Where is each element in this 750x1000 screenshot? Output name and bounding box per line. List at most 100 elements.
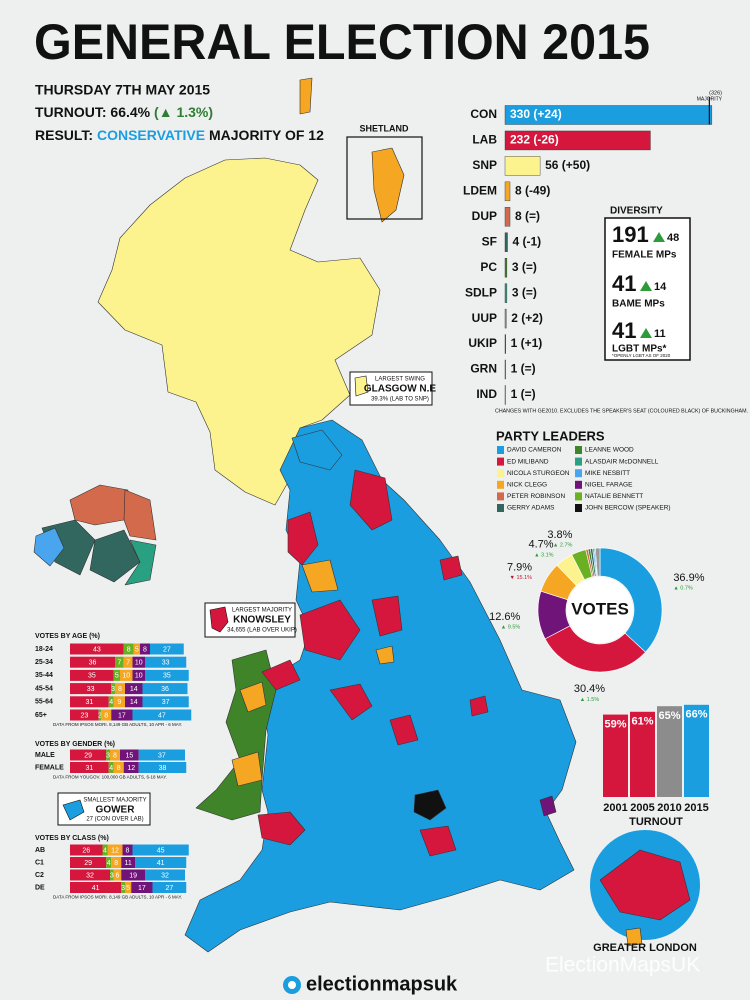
bar-segment [123, 656, 133, 668]
value-label: 30.4% [574, 683, 605, 695]
bar-segment [135, 857, 187, 868]
segment-label: 8 [126, 847, 130, 854]
chart-note: CHANGES WITH GE2010. EXCLUDES THE SPEAKE… [495, 408, 748, 414]
bar-segment [115, 683, 125, 695]
segment-label: 10 [122, 673, 130, 680]
category-label: UUP [472, 311, 497, 325]
annotation-seat: KNOWSLEY [233, 615, 291, 626]
segment-label: 19 [129, 872, 137, 879]
turnout-value: TURNOUT: 66.4% [35, 104, 151, 120]
annotation-detail: 34,655 (LAB OVER UKIP) [227, 628, 297, 634]
buckingham [413, 789, 447, 821]
category-label: LAB [472, 133, 497, 147]
segment-label: 8 [104, 712, 108, 719]
ldem-constituencies [301, 559, 395, 665]
segment-label: 27 [163, 646, 171, 653]
change-label: ▲ 0.7% [673, 585, 693, 591]
legend-label: JOHN BERCOW (SPEAKER) [585, 505, 671, 512]
value-label: 59% [604, 718, 626, 730]
logo-core [288, 981, 296, 989]
value-label: 3 (=) [512, 260, 537, 274]
segment-label: 14 [130, 699, 138, 706]
value-label: 56 (+50) [545, 158, 590, 172]
up-arrow [640, 328, 652, 338]
legend-label: GERRY ADAMS [507, 505, 555, 512]
bar [504, 181, 511, 202]
bar [603, 714, 628, 797]
bar [504, 156, 541, 176]
legend-label: PETER ROBINSON [507, 493, 565, 500]
legend-swatch [497, 492, 504, 501]
legend-swatch [497, 480, 504, 489]
ni-sdlp [124, 539, 157, 586]
segment-label: 8 [143, 646, 147, 653]
value-label: 3 (=) [512, 285, 537, 299]
bar-segment [132, 709, 192, 721]
segment-label: 5 [115, 673, 119, 680]
chart-note: DATA FROM IPSOS MORI. 8,149 GB ADULTS, 1… [53, 895, 182, 900]
bar-segment [121, 882, 125, 893]
segment-label: 7 [117, 660, 121, 667]
turnout: TURNOUT: 66.4% (▲ 1.3%) [35, 104, 213, 120]
bar-segment [70, 643, 124, 655]
category-label: IND [476, 387, 497, 401]
segment-label: 35 [88, 673, 96, 680]
bar-segment [70, 882, 122, 893]
chart-note: DATA FROM YOUGOV. 100,000 GB ADULTS, 6-1… [53, 775, 167, 780]
annotation-detail: 27 (CON OVER LAB) [86, 817, 143, 823]
bar-segment [113, 762, 124, 773]
category-label: 2001 [603, 802, 627, 814]
bar-segment [113, 869, 122, 881]
shetland-label: SHETLAND [360, 123, 409, 133]
category-label: UKIP [468, 336, 497, 350]
segment-label: 31 [85, 699, 93, 706]
diversity-footnote: *OPENLY LGBT AS OF 2020 [612, 353, 671, 358]
pie-slice [595, 547, 601, 577]
seat-icon [209, 606, 229, 633]
bar-segment [123, 762, 139, 773]
bar-segment [70, 762, 109, 773]
segment-label: 4 [107, 860, 111, 867]
bar-segment [111, 683, 115, 695]
bar [504, 283, 508, 303]
diversity: DIVERSITY 191 48 FEMALE MPs 41 14 BAME M… [604, 206, 691, 361]
category-label: SNP [472, 158, 497, 172]
category-label: 45-54 [35, 685, 53, 692]
legend-label: ED MILIBAND [507, 458, 549, 465]
segment-label: 8 [117, 765, 121, 772]
segment-label: 32 [86, 872, 94, 879]
bar-segment [142, 696, 189, 708]
bar-segment [138, 749, 185, 761]
segment-label: 27 [165, 885, 173, 892]
value-label: 36.9% [673, 572, 704, 584]
bar-segment [120, 669, 133, 681]
map [33, 77, 700, 953]
bar-segment [145, 656, 187, 668]
bar-segment [120, 749, 139, 761]
bar-segment [110, 749, 120, 761]
segment-label: 3 [121, 885, 125, 892]
result: RESULT: CONSERVATIVE MAJORITY OF 12 [35, 127, 324, 143]
segment-label: 9 [117, 699, 121, 706]
change-label: ▲ 2.7% [553, 542, 573, 548]
legend-swatch [497, 469, 504, 478]
legend-label: ALASDAIR McDONNELL [585, 458, 659, 465]
diversity-change: 11 [654, 328, 666, 340]
annotation-seat: GOWER [96, 805, 136, 816]
bar-segment [122, 844, 133, 856]
segment-label: 4 [109, 699, 113, 706]
segment-label: 14 [130, 686, 138, 693]
wales-ldem [231, 681, 267, 787]
segment-label: 8 [127, 646, 131, 653]
category-label: DE [35, 884, 45, 891]
segment-label: 3 [110, 872, 114, 879]
segment-label: 32 [161, 872, 169, 879]
bar-segment [111, 709, 133, 721]
donut-hole [567, 577, 633, 643]
bar-segment [70, 696, 109, 708]
value-label: 8 (-49) [515, 184, 550, 198]
segment-label: 17 [138, 885, 146, 892]
category-label: 55-64 [35, 699, 53, 706]
bar-segment [107, 844, 123, 856]
